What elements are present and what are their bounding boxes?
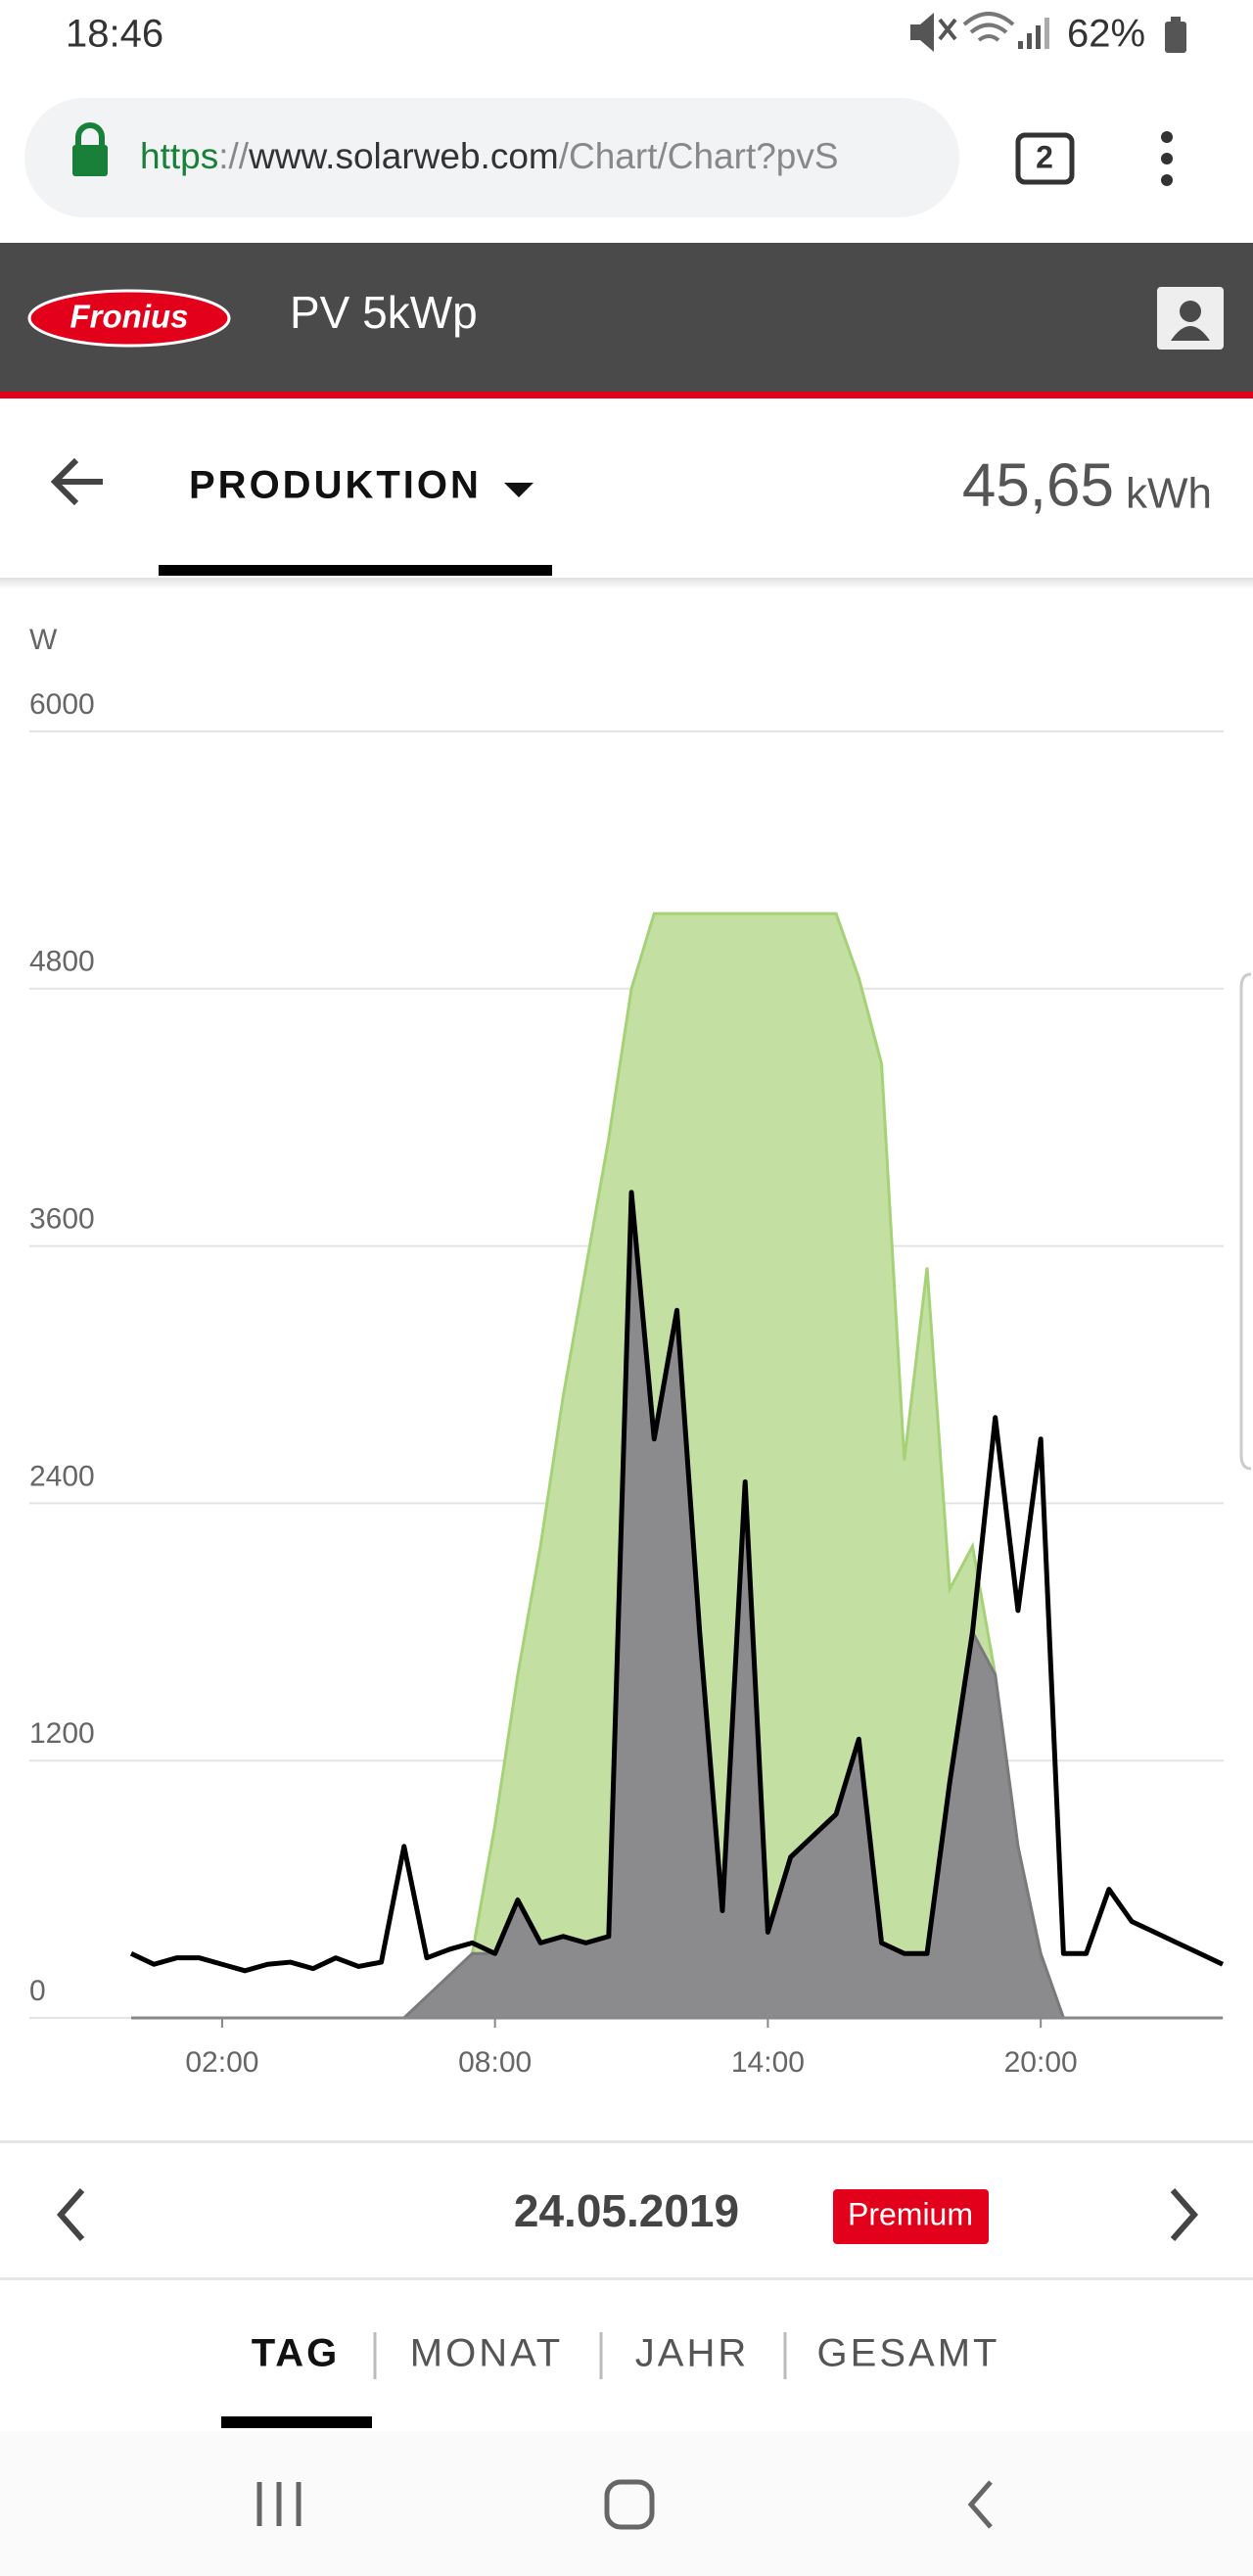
divider [0, 2140, 1253, 2143]
site-title: PV 5kWp [290, 287, 478, 338]
home-button[interactable] [604, 2479, 655, 2530]
prev-day[interactable] [57, 2188, 85, 2241]
x-tick-label: 20:00 [1004, 2046, 1078, 2079]
profile-button[interactable] [1157, 287, 1224, 350]
y-tick-label: 6000 [29, 688, 95, 721]
divider [0, 2277, 1253, 2280]
view-underline [159, 565, 552, 576]
logo-text: Fronius [70, 299, 189, 335]
status-time: 18:46 [66, 13, 163, 56]
url-path: /Chart/Chart?pvS [559, 136, 839, 176]
menu-button[interactable] [1161, 131, 1173, 186]
total-value: 45,65 [962, 451, 1114, 519]
y-tick-label: 3600 [29, 1203, 95, 1236]
view-selector[interactable]: PRODUKTION [189, 464, 482, 507]
status-battery: 62% [1067, 13, 1145, 56]
url-text: https://www.solarweb.com/Chart/Chart?pvS [140, 136, 839, 176]
back-button[interactable] [50, 457, 103, 506]
y-tick-label: 2400 [29, 1460, 95, 1492]
period-underline [221, 2416, 372, 2428]
total-unit: kWh [1126, 470, 1212, 518]
url-bar[interactable] [24, 98, 959, 217]
x-tick-label: 14:00 [731, 2046, 805, 2079]
period-tab[interactable]: GESAMT [817, 2332, 1000, 2375]
next-day[interactable] [1170, 2188, 1198, 2241]
header-accent [0, 392, 1253, 398]
y-tick-label: 0 [29, 1975, 46, 2007]
y-tick-label: 1200 [29, 1717, 95, 1750]
nav-bar [0, 2431, 1253, 2576]
lock-icon [72, 122, 108, 176]
period-tab[interactable]: JAHR [635, 2332, 749, 2375]
tab-separators [373, 2332, 787, 2379]
url-scheme: https [140, 136, 218, 176]
chart: W 0 1200 2400 3600 4800 6000 02:00 08:00 14:00 20… [29, 624, 1225, 2079]
tabs-button[interactable] [1015, 132, 1075, 185]
period-tab[interactable]: MONAT [410, 2332, 563, 2375]
status-icons [910, 12, 1186, 53]
url-separator: :// [218, 136, 250, 176]
y-axis-label: W [29, 624, 58, 656]
dropdown-arrow [504, 483, 534, 497]
period-tab[interactable]: TAG [252, 2332, 340, 2375]
scroll-handle[interactable] [1239, 972, 1252, 1471]
back-nav-button[interactable] [967, 2480, 993, 2529]
x-tick-label: 02:00 [185, 2046, 258, 2079]
premium-badge[interactable] [833, 2189, 989, 2244]
line [129, 1190, 1225, 1974]
logo[interactable] [27, 289, 231, 348]
shadow [0, 578, 1253, 589]
x-tick-label: 08:00 [458, 2046, 532, 2079]
recents-button[interactable] [256, 2482, 302, 2526]
tab-count: 2 [1036, 139, 1053, 174]
y-tick-label: 4800 [29, 946, 95, 978]
premium-text: Premium [848, 2196, 973, 2231]
url-host: www.solarweb.com [248, 136, 559, 176]
date: 24.05.2019 [514, 2185, 739, 2236]
